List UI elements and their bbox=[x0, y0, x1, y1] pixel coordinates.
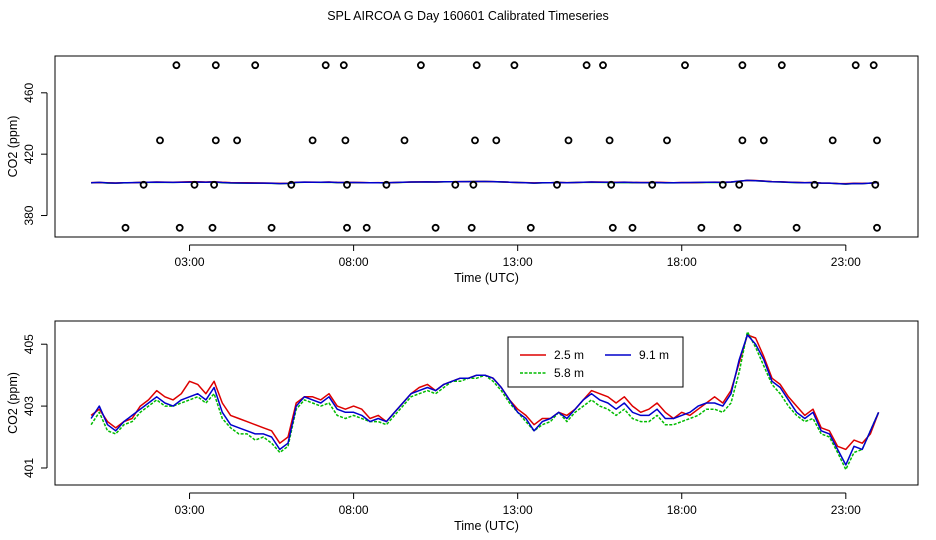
panel-1-calibration-point bbox=[553, 180, 561, 189]
panel-2-x-tick-label: 13:00 bbox=[503, 503, 533, 517]
panel-1-calibration-point bbox=[628, 223, 637, 232]
panel-1-calibration-point bbox=[251, 61, 260, 70]
panel-1-calibration-point bbox=[608, 223, 617, 232]
panel-2-legend-label-25m: 2.5 m bbox=[554, 348, 584, 362]
panel-2-x-tick-label: 23:00 bbox=[831, 503, 861, 517]
panel-2-y-axis-title: CO2 (ppm) bbox=[6, 372, 20, 434]
panel-1-calibration-point bbox=[208, 223, 217, 232]
panel-2-series-line-91m bbox=[90, 334, 880, 466]
panel-1-calibration-point bbox=[343, 180, 351, 189]
panel-2-y-tick-label: 403 bbox=[22, 396, 36, 416]
panel-1-calibration-point bbox=[873, 223, 881, 232]
panel-1-series-line-91m bbox=[91, 179, 879, 185]
panel-1-x-tick-label: 13:00 bbox=[503, 255, 533, 269]
panel-1-calibration-point bbox=[416, 61, 425, 70]
panel-1-calibration-point bbox=[431, 223, 440, 232]
panel-1-calibration-point bbox=[400, 136, 409, 145]
panel-1-calibration-point bbox=[211, 61, 220, 70]
panel-1-calibration-point bbox=[738, 61, 747, 70]
panel-1-calibration-point bbox=[526, 223, 535, 232]
panel-1-x-tick-label: 08:00 bbox=[339, 255, 369, 269]
panel-1-calibration-point bbox=[156, 136, 164, 145]
panel-1-calibration-point bbox=[469, 180, 478, 189]
panel-1-calibration-point bbox=[341, 136, 350, 145]
panel-1-calibration-point bbox=[564, 136, 573, 145]
panel-1-x-tick-label: 18:00 bbox=[667, 255, 697, 269]
panel-2-legend-box bbox=[507, 336, 684, 388]
panel-1-calibration-point bbox=[211, 136, 220, 145]
panel-1-calibration-point bbox=[210, 180, 219, 189]
panel-1-calibration-point bbox=[871, 180, 880, 189]
panel-2-legend-label-58m: 5.8 m bbox=[554, 366, 584, 380]
panel-1-y-tick-label: 460 bbox=[22, 82, 36, 102]
panel-2-legend-label-91m: 9.1 m bbox=[639, 348, 669, 362]
panel-1-calibration-point bbox=[873, 136, 881, 145]
panel-1-calibration-point bbox=[735, 180, 744, 189]
panel-1-calibration-point bbox=[582, 61, 591, 70]
panel-1-calibration-point bbox=[810, 180, 819, 189]
panel-1-calibration-point bbox=[851, 61, 860, 70]
panel-1-x-axis-title: Time (UTC) bbox=[454, 271, 519, 285]
panel-1-calibration-point bbox=[172, 61, 181, 70]
panel-1-calibration-point bbox=[492, 136, 501, 145]
panel-1-calibration-point bbox=[663, 136, 671, 145]
panel-1-plot-frame bbox=[54, 55, 919, 238]
panel-1-calibration-point bbox=[308, 136, 317, 145]
panel-1-calibration-point bbox=[472, 61, 481, 70]
panel-2-x-tick-label: 03:00 bbox=[175, 503, 205, 517]
panel-1-calibration-point bbox=[121, 223, 130, 232]
panel-1-y-tick-label: 380 bbox=[22, 205, 36, 225]
panel-1-calibration-point bbox=[599, 61, 607, 70]
panel-1-calibration-point bbox=[869, 61, 878, 70]
panel-1-calibration-point bbox=[605, 136, 614, 145]
panel-1-calibration-point bbox=[175, 223, 184, 232]
panel-2-x-tick-label: 08:00 bbox=[339, 503, 369, 517]
panel-1-calibration-point bbox=[792, 223, 801, 232]
panel-1-calibration-point bbox=[738, 136, 747, 145]
panel-1-calibration-point bbox=[718, 180, 727, 189]
panel-1-calibration-point bbox=[681, 61, 689, 70]
panel-1-calibration-point bbox=[382, 180, 391, 189]
panel-1-calibration-point bbox=[759, 136, 768, 145]
panel-1-calibration-point bbox=[139, 180, 148, 189]
chart-title: SPL AIRCOA G Day 160601 Calibrated Times… bbox=[327, 9, 609, 23]
panel-1-calibration-point bbox=[697, 223, 706, 232]
panel-1-calibration-point bbox=[339, 61, 348, 70]
panel-1-calibration-point bbox=[451, 180, 460, 189]
panel-2-plot-frame bbox=[54, 320, 919, 486]
panel-1-calibration-point bbox=[733, 223, 742, 232]
panel-1-y-axis-title: CO2 (ppm) bbox=[6, 116, 20, 178]
panel-1-y-tick-label: 420 bbox=[22, 144, 36, 164]
panel-1-calibration-point bbox=[190, 180, 199, 189]
panel-2-y-tick-label: 401 bbox=[22, 458, 36, 478]
panel-1-calibration-point bbox=[267, 223, 276, 232]
panel-2-x-axis-title: Time (UTC) bbox=[454, 519, 519, 533]
panel-1-calibration-point bbox=[607, 180, 616, 189]
panel-1-calibration-point bbox=[321, 61, 330, 70]
panel-1-calibration-point bbox=[362, 223, 371, 232]
panel-1-calibration-point bbox=[510, 61, 519, 70]
panel-2-y-tick-label: 405 bbox=[22, 334, 36, 354]
panel-1-calibration-point bbox=[648, 180, 657, 189]
panel-1-x-tick-label: 23:00 bbox=[831, 255, 861, 269]
panel-1-x-tick-label: 03:00 bbox=[175, 255, 205, 269]
panel-1-calibration-point bbox=[828, 136, 837, 145]
panel-1-calibration-point bbox=[233, 136, 242, 145]
panel-1-calibration-point bbox=[287, 180, 296, 189]
panel-1-calibration-point bbox=[777, 61, 786, 70]
panel-1-calibration-point bbox=[467, 223, 476, 232]
panel-1-calibration-point bbox=[343, 223, 351, 232]
panel-1-calibration-point bbox=[471, 136, 479, 145]
panel-2-x-tick-label: 18:00 bbox=[667, 503, 697, 517]
